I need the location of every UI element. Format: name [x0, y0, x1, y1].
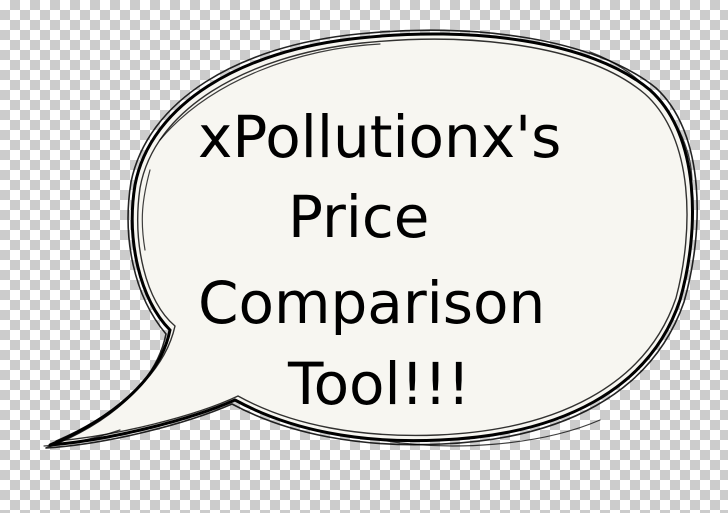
bubble-line-2: Price [288, 183, 430, 251]
speech-bubble-fill [50, 33, 693, 446]
bubble-line-1: xPollutionx's [198, 103, 562, 171]
bubble-line-3: Comparison [198, 269, 546, 337]
bubble-line-4: Tool!!! [288, 350, 471, 418]
